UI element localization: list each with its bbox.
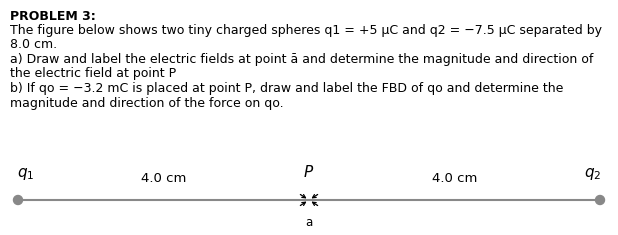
Text: magnitude and direction of the force on qo.: magnitude and direction of the force on … (10, 97, 284, 110)
Text: 8.0 cm.: 8.0 cm. (10, 39, 57, 51)
Circle shape (596, 196, 604, 204)
Text: $q_1$: $q_1$ (17, 166, 35, 182)
Text: $P$: $P$ (303, 164, 315, 180)
Text: The figure below shows two tiny charged spheres q1 = +5 μC and q2 = −7.5 μC sepa: The figure below shows two tiny charged … (10, 24, 602, 37)
Circle shape (14, 196, 22, 204)
Text: b) If qo = −3.2 mC is placed at point P, draw and label the FBD of qo and determ: b) If qo = −3.2 mC is placed at point P,… (10, 82, 564, 95)
Text: PROBLEM 3:: PROBLEM 3: (10, 10, 96, 23)
Text: a) Draw and label the electric fields at point ā and determine the magnitude and: a) Draw and label the electric fields at… (10, 53, 593, 66)
Text: $q_2$: $q_2$ (583, 166, 601, 182)
Text: 4.0 cm: 4.0 cm (432, 172, 477, 185)
Text: 4.0 cm: 4.0 cm (141, 172, 186, 185)
Text: the electric field at point P: the electric field at point P (10, 67, 176, 81)
Text: a: a (305, 216, 313, 229)
